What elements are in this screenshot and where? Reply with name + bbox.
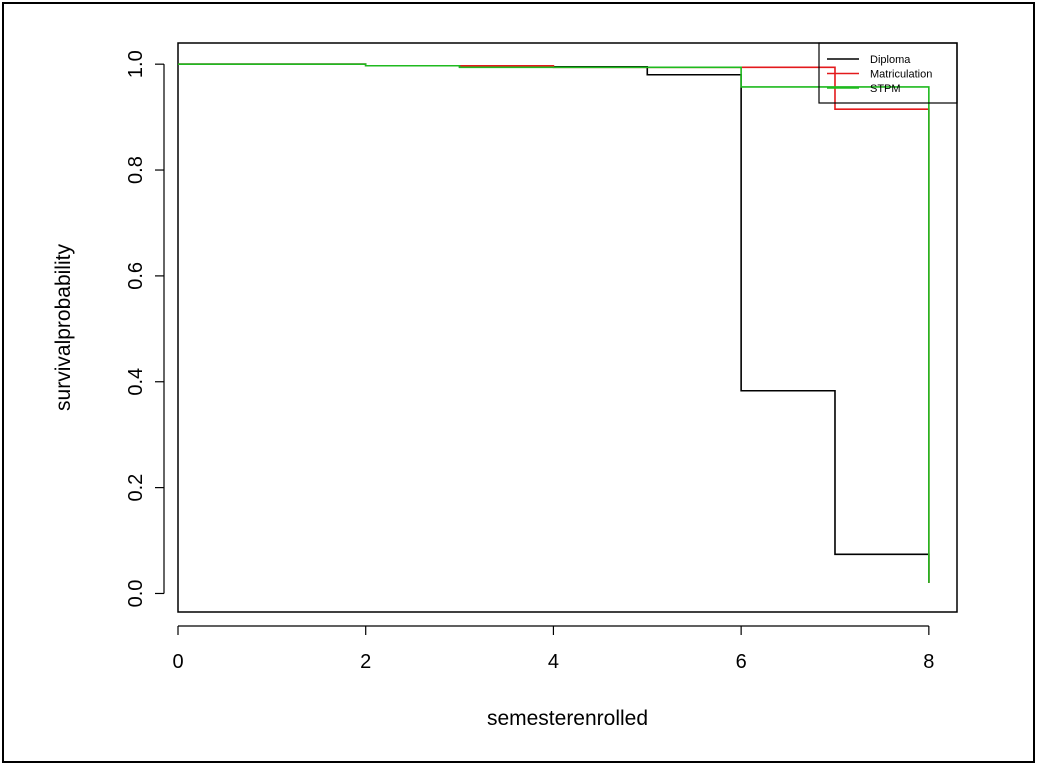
series-stpm-line — [178, 63, 930, 583]
series-layer — [178, 63, 930, 583]
y-tick-label: 0.2 — [125, 474, 147, 502]
y-tick-label: 0.8 — [125, 156, 147, 184]
x-axis: 0 2 4 6 8 — [172, 625, 934, 673]
y-axis-title: survivalprobability — [52, 244, 75, 411]
x-tick-label: 8 — [923, 651, 934, 673]
x-tick-label: 0 — [172, 651, 183, 673]
legend-label-diploma: Diploma — [870, 54, 911, 66]
legend-label-stpm: STPM — [870, 83, 901, 95]
legend-label-matriculation: Matriculation — [870, 69, 932, 81]
y-tick-label: 0.4 — [125, 368, 147, 396]
x-tick-label: 4 — [548, 651, 559, 673]
series-diploma-line — [178, 63, 930, 583]
y-axis: 0.0 0.2 0.4 0.6 0.8 1.0 — [125, 50, 165, 608]
x-axis-title: semesterenrolled — [487, 707, 648, 730]
series-matriculation-line — [178, 63, 930, 583]
plot-area-border — [177, 42, 958, 613]
x-tick-label: 6 — [736, 651, 747, 673]
y-tick-label: 0.6 — [125, 262, 147, 290]
legend: Diploma Matriculation STPM — [818, 42, 958, 104]
legend-box — [818, 42, 958, 104]
y-tick-label: 1.0 — [125, 50, 147, 78]
y-tick-label: 0.0 — [125, 580, 147, 608]
x-tick-label: 2 — [360, 651, 371, 673]
